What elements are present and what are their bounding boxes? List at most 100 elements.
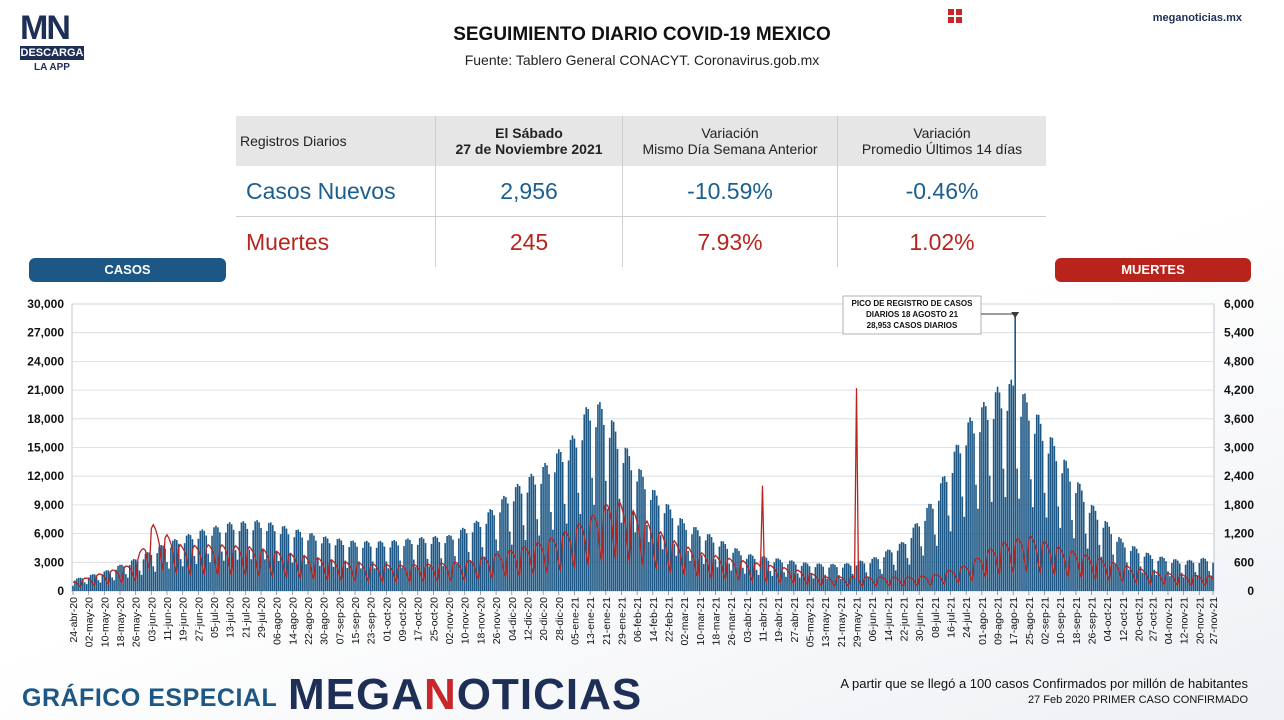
- cases-bar: [195, 563, 198, 591]
- cases-bar: [501, 499, 503, 591]
- y-right-tick-label: 3,600: [1224, 412, 1254, 426]
- cases-bar: [894, 570, 897, 591]
- y-right-tick-label: 6,000: [1224, 297, 1254, 311]
- cases-bar: [80, 577, 82, 591]
- cases-bar: [610, 420, 613, 591]
- y-left-tick-label: 9,000: [34, 498, 64, 512]
- x-tick-label: 23-sep-20: [366, 597, 378, 644]
- cases-bar: [140, 574, 143, 591]
- cases-bar: [232, 529, 235, 591]
- cases-bar: [1129, 551, 1132, 591]
- cases-bar: [152, 566, 155, 591]
- cases-bar: [1061, 473, 1063, 591]
- cases-bar: [587, 408, 589, 591]
- x-tick-label: 11-abr-21: [757, 597, 769, 642]
- cases-bar: [109, 571, 111, 591]
- cases-bar: [738, 550, 740, 591]
- cases-bar: [117, 565, 119, 591]
- cases-bar: [810, 574, 813, 591]
- cases-bar: [264, 559, 266, 591]
- cases-bar: [546, 465, 548, 591]
- peak-annotation-text: DIARIOS 18 AGOSTO 21: [866, 310, 959, 319]
- cases-bar: [824, 574, 826, 591]
- cases-bar: [158, 546, 160, 591]
- header-registros: Registros Diarios: [236, 116, 436, 166]
- footer-brand-logo[interactable]: MEGANOTICIAS: [288, 670, 643, 719]
- cases-bar: [593, 504, 595, 591]
- cases-bar: [389, 547, 392, 591]
- cases-bar: [520, 493, 523, 591]
- cases-bar: [324, 536, 327, 591]
- x-tick-label: 30-jun-21: [914, 597, 926, 642]
- cases-bar: [1135, 548, 1138, 591]
- cases-bar: [771, 575, 774, 591]
- cases-bar: [812, 578, 815, 591]
- cases-bar: [794, 564, 797, 591]
- cases-bar: [718, 546, 721, 591]
- x-tick-label: 02-nov-20: [444, 597, 456, 644]
- x-tick-label: 06-jun-21: [867, 597, 879, 642]
- cases-bar: [507, 503, 509, 591]
- x-tick-label: 29-may-21: [852, 597, 864, 647]
- cases-bar: [769, 571, 772, 591]
- deaths-label: Muertes: [246, 228, 330, 255]
- y-right-tick-label: 4,200: [1224, 383, 1254, 397]
- cases-bar: [775, 558, 778, 591]
- cases-bar: [113, 580, 115, 591]
- cases-bar: [1045, 517, 1048, 591]
- cases-bar: [583, 414, 586, 591]
- cases-bar: [532, 476, 535, 591]
- cases-bar: [757, 574, 760, 591]
- cases-bar: [906, 558, 909, 591]
- cases-bar: [712, 542, 715, 591]
- cases-bar: [800, 565, 803, 591]
- cases-bar: [189, 535, 192, 591]
- cases-bar: [830, 564, 832, 591]
- cases-bar: [722, 541, 725, 591]
- cases-bar: [681, 518, 683, 591]
- cases-bar: [963, 516, 966, 591]
- cases-bar: [130, 560, 133, 591]
- cases-bar: [209, 562, 211, 591]
- cases-bar: [514, 487, 517, 591]
- logo-mark: MN: [20, 9, 71, 47]
- y-right-tick-label: 1,200: [1224, 527, 1254, 541]
- cases-bar: [469, 560, 472, 591]
- cases-bar: [567, 460, 570, 591]
- cases-bar: [1143, 556, 1146, 591]
- x-tick-label: 13-jul-20: [225, 597, 237, 638]
- cases-bar: [930, 503, 932, 591]
- cases-bar: [559, 451, 562, 591]
- cases-bar: [524, 540, 527, 591]
- cases-bar: [579, 514, 582, 591]
- x-tick-label: 14-feb-21: [648, 597, 660, 642]
- cases-bar: [150, 554, 153, 591]
- site-url[interactable]: meganoticias.mx: [1152, 12, 1242, 24]
- cases-bar: [1147, 552, 1150, 591]
- peak-annotation-arrow: [1011, 312, 1020, 318]
- cases-bar: [456, 563, 458, 591]
- cases-bar: [826, 578, 828, 591]
- cases-bar: [973, 433, 975, 591]
- cases-bar: [742, 567, 744, 591]
- cases-bar: [426, 558, 429, 591]
- cases-bar: [1155, 575, 1158, 591]
- cases-bar: [847, 563, 850, 591]
- cases-bar: [293, 537, 296, 591]
- cases-bar: [604, 480, 607, 591]
- cases-bar: [704, 540, 707, 591]
- header-var-week: Variación Mismo Día Semana Anterior: [622, 116, 838, 166]
- y-left-tick-label: 18,000: [27, 412, 64, 426]
- cases-bar: [534, 484, 537, 591]
- cases-bar: [890, 552, 893, 591]
- cases-bar: [1194, 572, 1197, 591]
- x-tick-label: 10-nov-20: [460, 597, 472, 644]
- cases-bar: [603, 425, 605, 591]
- app-logo[interactable]: MN DESCARGA LA APP: [20, 9, 84, 73]
- cases-bar: [865, 572, 868, 591]
- cases-bar: [289, 553, 292, 591]
- cases-bar: [350, 541, 352, 591]
- cases-bar: [125, 574, 127, 591]
- cases-bar: [244, 523, 247, 591]
- y-right-tick-label: 600: [1234, 555, 1254, 569]
